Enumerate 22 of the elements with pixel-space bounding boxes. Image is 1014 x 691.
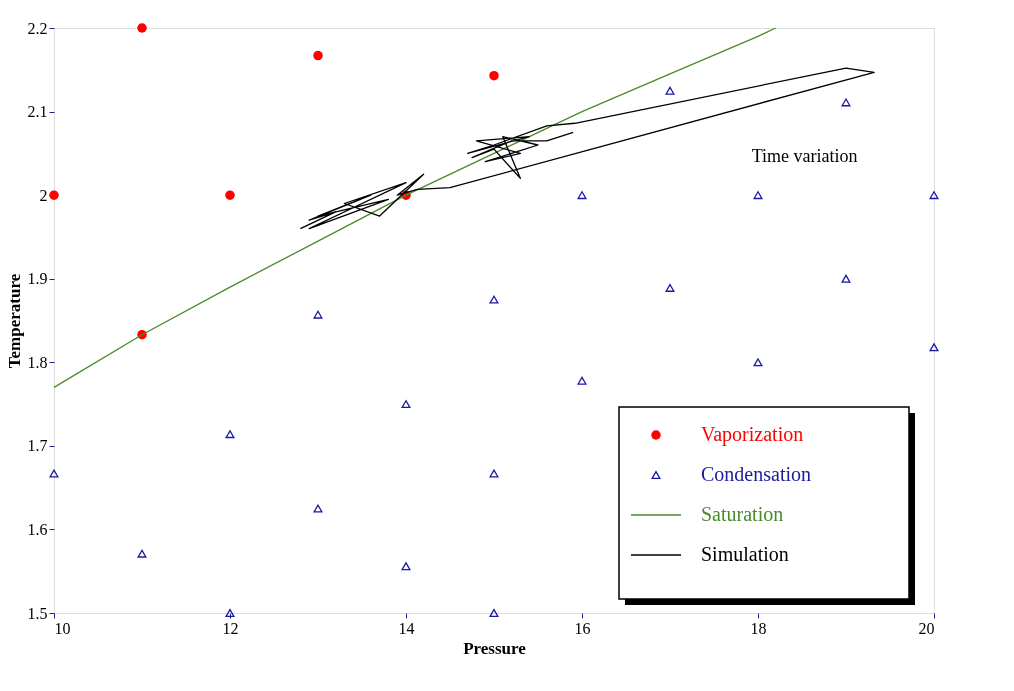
y-tick-label: 1.6 — [27, 520, 48, 538]
y-tick-label: 1.8 — [27, 353, 48, 371]
y-tick-label: 2.2 — [27, 19, 48, 37]
x-tick-label: 10 — [54, 619, 71, 637]
line-series — [299, 67, 875, 230]
y-tick-label: 1.7 — [27, 437, 48, 455]
legend-label: Vaporization — [701, 423, 804, 446]
annotation: Time variation — [751, 145, 858, 166]
y-tick-label: 1.5 — [27, 604, 48, 622]
y-tick-label: 2.1 — [27, 103, 48, 121]
y-tick-label: 1.9 — [27, 270, 48, 288]
y-axis-title: Temperature — [4, 273, 24, 369]
x-tick-label: 16 — [574, 619, 591, 637]
x-tick-label: 14 — [398, 619, 415, 637]
y-tick-label: 2 — [39, 186, 48, 204]
legend-label: Condensation — [701, 463, 811, 485]
x-tick-label: 18 — [750, 619, 767, 637]
legend-label: Simulation — [701, 543, 789, 565]
x-tick-label: 12 — [222, 619, 239, 637]
legend-label: Saturation — [701, 503, 784, 525]
x-axis-title: Pressure — [463, 638, 527, 658]
x-tick-label: 20 — [918, 619, 935, 637]
